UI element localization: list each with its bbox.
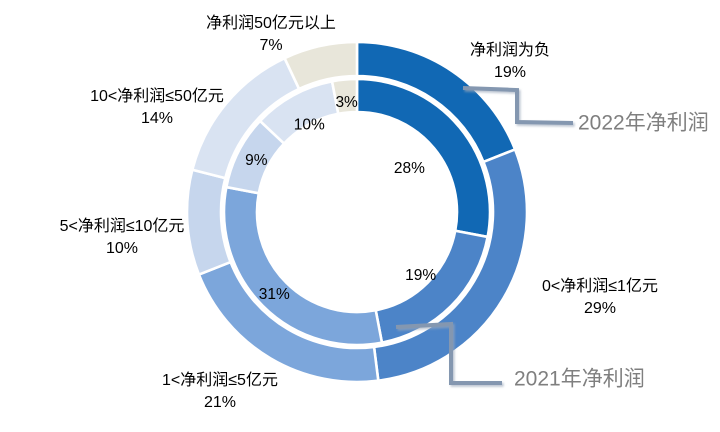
category-label-line: 21% (204, 394, 236, 411)
category-label-5: 10<净利润≤50亿元 14% (90, 87, 224, 127)
chart-rings (185, 40, 529, 384)
category-label-2: 0<净利润≤1亿元 29% (542, 277, 658, 317)
category-label-line: 0<净利润≤1亿元 (542, 277, 658, 295)
category-label-line: 10<净利润≤50亿元 (90, 87, 224, 105)
inner-data-label-5: 10% (294, 117, 325, 134)
inner-data-label-6: 3% (335, 94, 358, 111)
category-label-line: 1<净利润≤5亿元 (162, 371, 278, 389)
category-label-line: 7% (259, 37, 282, 54)
chart-connectors (395, 86, 574, 385)
category-label-line: 10% (106, 240, 138, 257)
category-label-line: 净利润50亿元以上 (206, 14, 336, 32)
category-label-6: 净利润50亿元以上 7% (206, 14, 336, 54)
series-callout-connector-1 (462, 86, 574, 125)
category-label-line: 29% (584, 300, 616, 317)
category-label-3: 1<净利润≤5亿元 21% (162, 371, 278, 411)
category-label-line: 5<净利润≤10亿元 (60, 217, 185, 235)
inner-ring-segment-6 (330, 77, 359, 116)
series-callout-label-1: 2022年净利润 (578, 112, 709, 135)
series-callout-label-2: 2021年净利润 (514, 368, 645, 391)
inner-data-label-4: 9% (245, 152, 268, 169)
category-label-line: 19% (494, 64, 526, 81)
outer-ring-segment-6 (283, 40, 359, 91)
series-callout-connector-2 (395, 321, 502, 385)
category-label-4: 5<净利润≤10亿元 10% (60, 217, 185, 257)
category-label-line: 14% (141, 110, 173, 127)
category-label-1: 净利润为负 19% (470, 41, 550, 81)
inner-data-label-2: 19% (405, 267, 436, 284)
chart-labels: 28% 19% 31% 9% 10% 3% 净利润为负 19% 0<净利润≤1亿元 29% 1<净利… (60, 14, 709, 411)
inner-data-label-3: 31% (259, 286, 290, 303)
inner-data-label-1: 28% (394, 160, 425, 177)
category-label-line: 净利润为负 (470, 41, 550, 59)
